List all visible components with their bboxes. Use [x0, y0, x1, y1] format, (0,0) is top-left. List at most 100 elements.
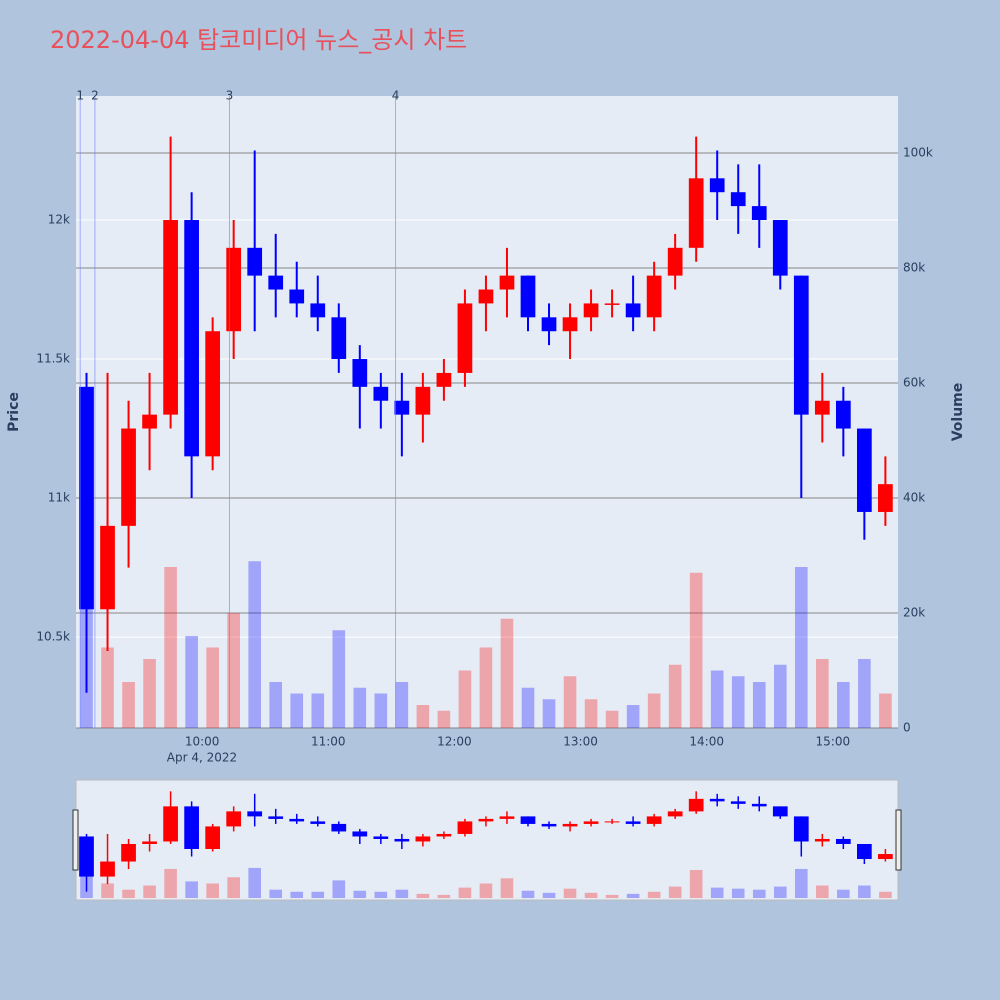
slider-volume-bar — [626, 893, 640, 898]
volume-bar — [794, 566, 808, 728]
slider-candle-body — [751, 803, 767, 807]
candle-body — [604, 303, 620, 305]
slider-candle-body — [583, 821, 599, 824]
candle-body — [163, 220, 178, 415]
slider-volume-bar — [248, 867, 262, 898]
candle-body — [205, 331, 221, 457]
x-tick-label: 12:00 — [437, 735, 472, 749]
candle-body — [79, 386, 94, 610]
volume-bar — [605, 710, 619, 728]
slider-candle-body — [604, 821, 620, 823]
slider-candle-body — [814, 838, 830, 842]
volume-bar — [458, 670, 472, 728]
slider-candle-body — [646, 816, 662, 824]
volume-bar — [668, 664, 682, 728]
candle-body — [373, 386, 389, 401]
y2-tick-label: 80k — [903, 260, 925, 274]
slider-volume-bar — [122, 889, 135, 898]
range-handle[interactable] — [72, 809, 79, 871]
y2-tick-label: 100k — [903, 145, 933, 159]
candle-body — [394, 400, 410, 415]
slider-volume-bar — [689, 869, 703, 898]
slider-candle-body — [457, 821, 473, 834]
y2-tick-label: 0 — [903, 721, 911, 735]
slider-candle-body — [499, 816, 515, 819]
volume-bar — [647, 693, 661, 728]
candle-body — [184, 220, 199, 457]
y-tick-label: 10.5k — [36, 630, 70, 644]
slider-candle-body — [331, 823, 347, 832]
range-handle[interactable] — [895, 809, 902, 871]
candle-body — [520, 275, 536, 318]
slider-candle-body — [226, 811, 242, 827]
candle-body — [751, 206, 767, 221]
slider-volume-bar — [837, 889, 850, 898]
slider-candle-body — [163, 806, 178, 842]
slider-candle-body — [415, 836, 431, 842]
slider-volume-bar — [605, 894, 619, 898]
slider-volume-bar — [458, 887, 472, 898]
news-marker-label: 1 — [76, 89, 84, 103]
slider-candle-body — [184, 806, 199, 849]
slider-volume-bar — [206, 883, 219, 898]
slider-candle-body — [289, 818, 305, 822]
slider-candle-body — [730, 801, 746, 804]
slider-volume-bar — [710, 887, 724, 898]
slider-candle-body — [352, 831, 368, 837]
x-tick-label: 10:00 — [185, 735, 220, 749]
slider-volume-bar — [227, 877, 240, 898]
candle-body — [247, 247, 263, 276]
range-slider[interactable] — [75, 779, 899, 901]
news-marker-label: 2 — [91, 89, 99, 103]
candle-body — [625, 303, 641, 318]
candle-body — [352, 359, 368, 387]
slider-candle-body — [100, 861, 115, 877]
candle-body — [814, 400, 830, 415]
candle-body — [121, 428, 136, 526]
news-marker-label: 4 — [392, 89, 400, 103]
slider-volume-bar — [584, 892, 598, 898]
volume-bar — [563, 676, 577, 728]
slider-volume-bar — [101, 883, 114, 898]
slider-volume-bar — [563, 888, 577, 898]
volume-bar — [731, 676, 745, 728]
volume-bar — [521, 687, 535, 728]
slider-candle-body — [247, 811, 263, 817]
candle-body — [268, 275, 284, 290]
volume-bar — [395, 682, 409, 728]
slider-volume-bar — [185, 881, 198, 898]
slider-volume-bar — [437, 894, 451, 898]
y2-tick-label: 60k — [903, 375, 925, 389]
candle-body — [730, 192, 746, 207]
slider-volume-bar — [374, 891, 388, 898]
volume-bar — [185, 635, 198, 728]
slider-candle-body — [857, 843, 872, 860]
slider-volume-bar — [794, 868, 808, 898]
volume-bar — [143, 659, 156, 728]
slider-volume-bar — [269, 889, 283, 898]
volume-bar — [101, 647, 114, 728]
slider-volume-bar — [416, 893, 430, 898]
volume-bar — [248, 561, 262, 728]
volume-bar — [122, 682, 135, 728]
volume-bar — [416, 705, 430, 728]
slider-volume-bar — [290, 891, 304, 898]
volume-bar — [353, 687, 367, 728]
candle-body — [100, 525, 115, 610]
slider-candle-body — [121, 843, 136, 862]
slider-candle-body — [268, 816, 284, 819]
candle-body — [857, 428, 872, 512]
slider-volume-bar — [668, 886, 682, 898]
volume-bar — [206, 647, 219, 728]
slider-volume-bar — [479, 883, 493, 898]
slider-candle-body — [310, 821, 326, 824]
volume-bar — [479, 647, 493, 728]
candle-body — [436, 372, 452, 387]
volume-bar — [584, 699, 598, 728]
volume-bar — [290, 693, 304, 728]
slider-candle-body — [436, 833, 452, 837]
candle-body — [772, 220, 788, 276]
slider-candle-body — [79, 836, 94, 877]
candle-body — [226, 247, 242, 332]
